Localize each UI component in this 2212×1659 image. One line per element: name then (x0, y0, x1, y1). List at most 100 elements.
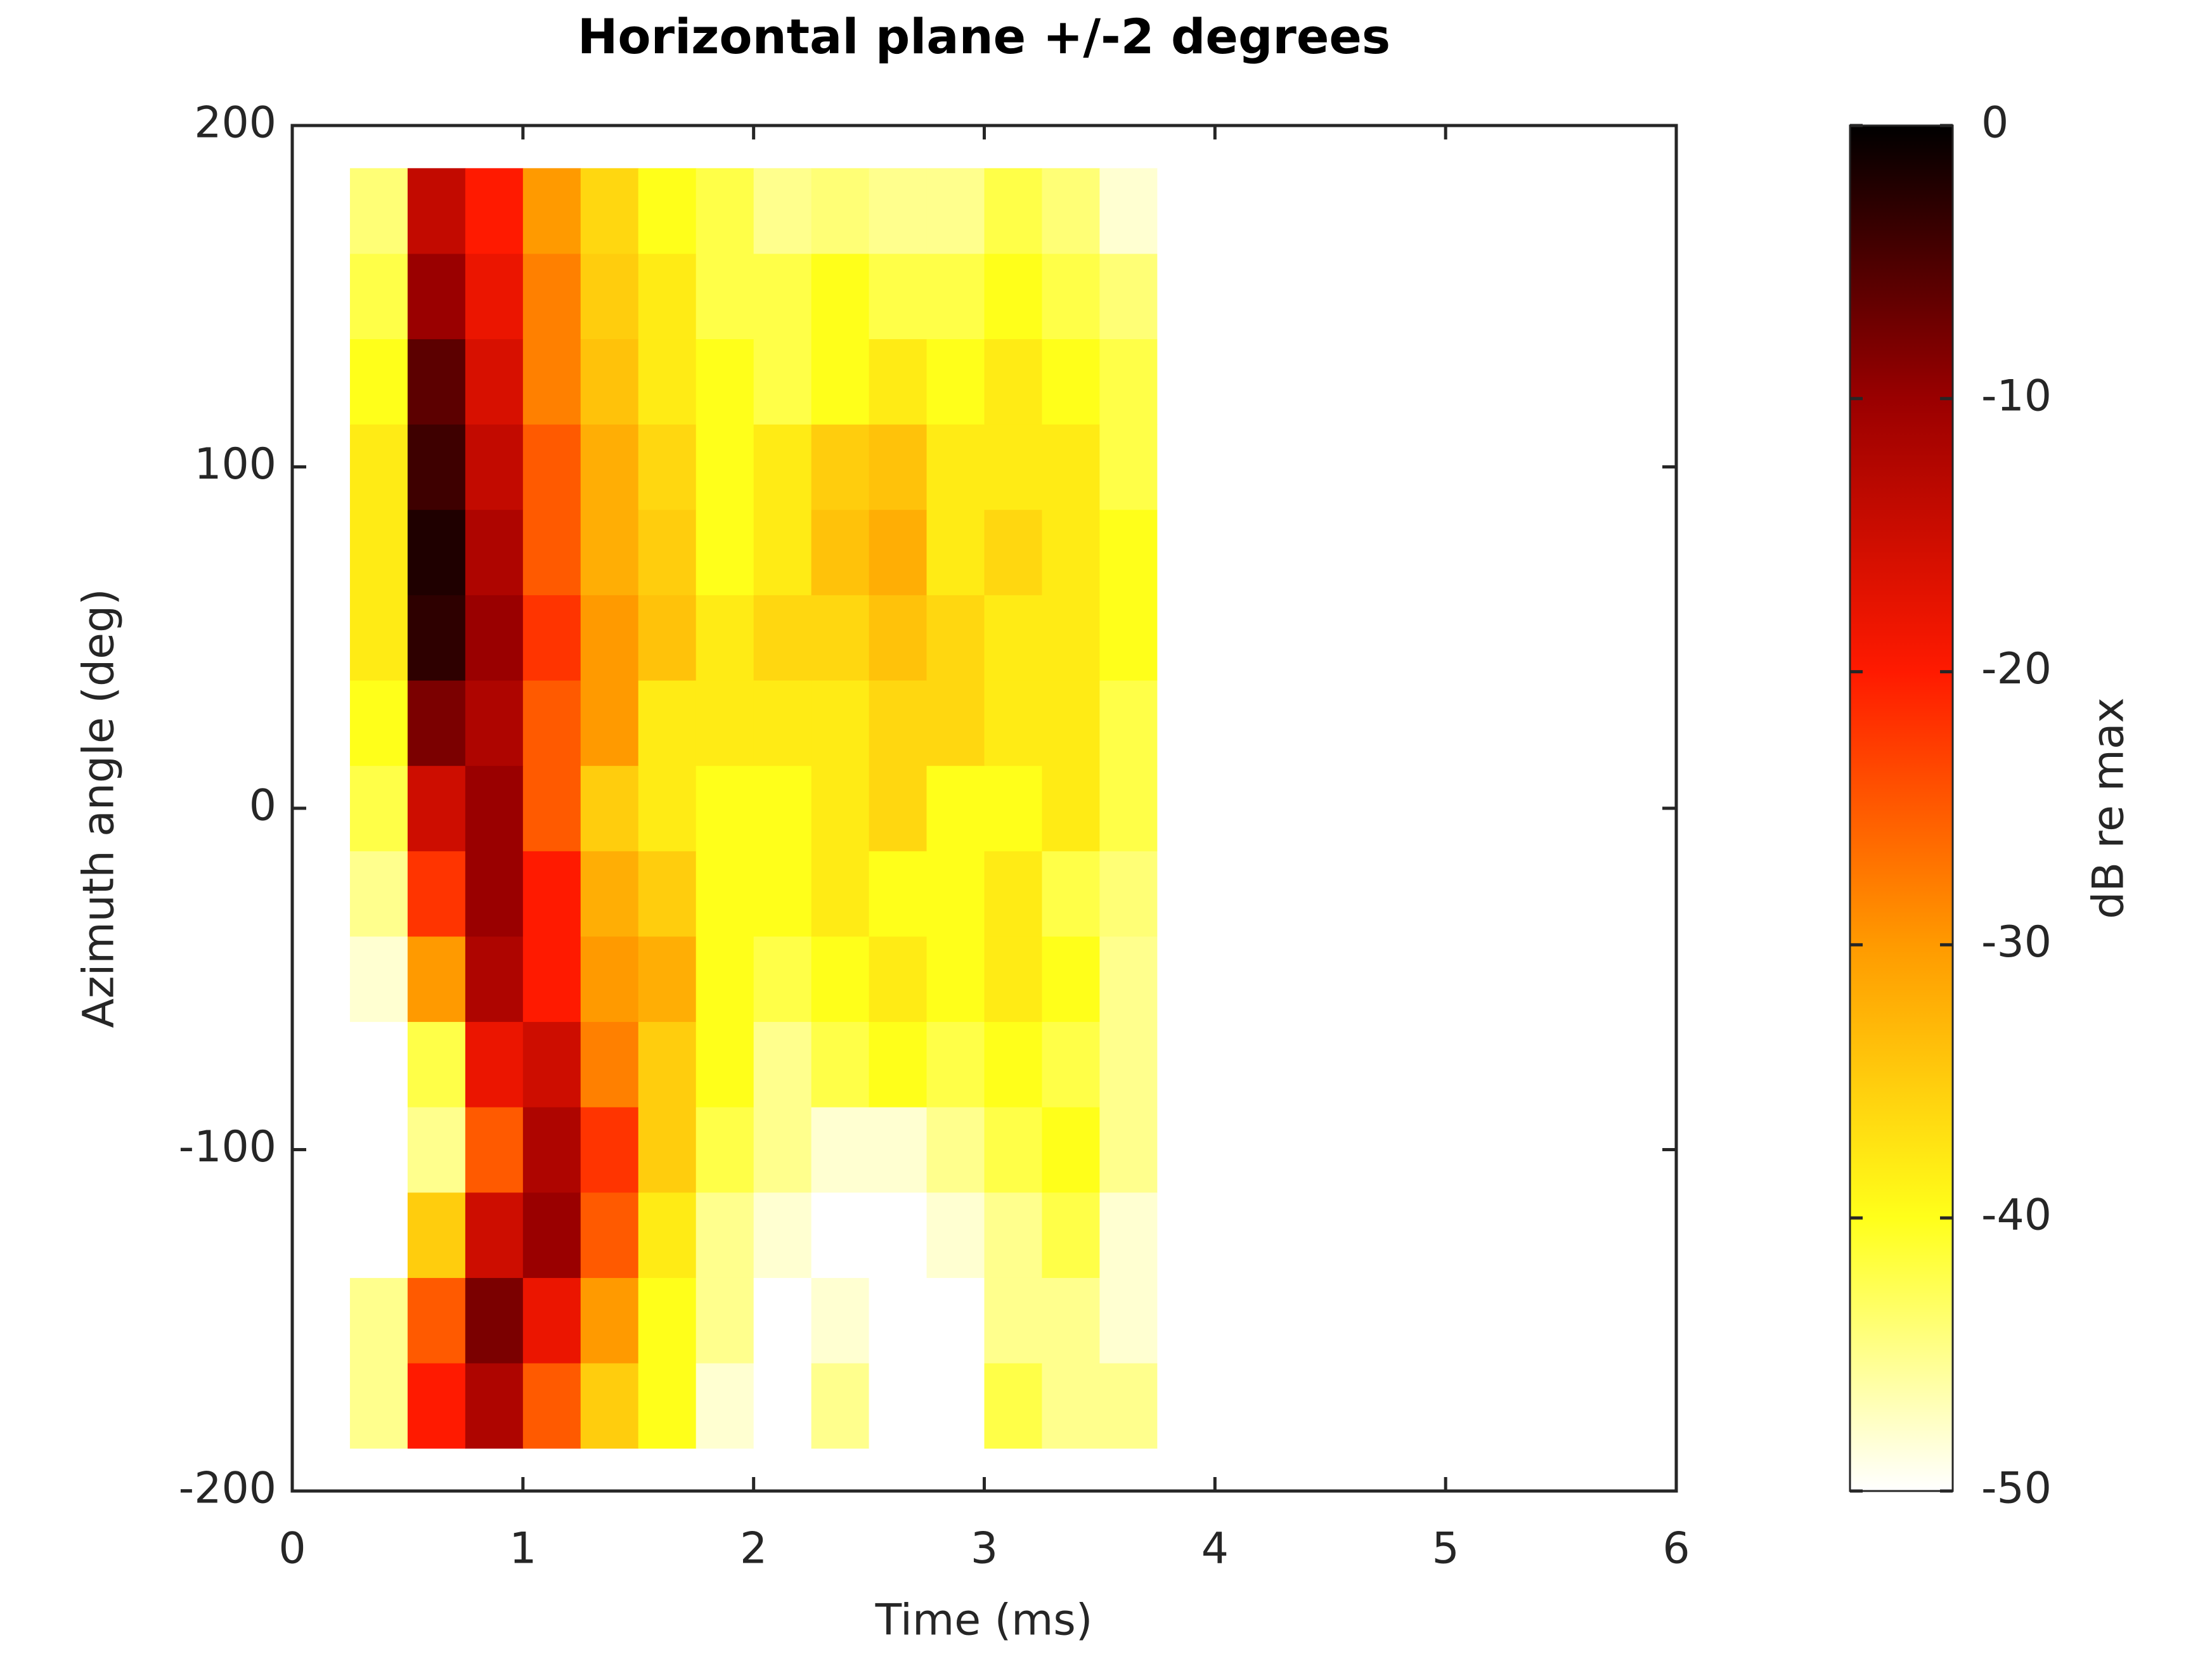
heatmap-cell (580, 253, 639, 340)
heatmap-cell (926, 1021, 985, 1107)
heatmap-cell (349, 1363, 408, 1449)
heatmap-cell (695, 765, 754, 851)
heatmap-cell (695, 168, 754, 254)
heatmap-cell (580, 765, 639, 851)
heatmap-cell (1099, 168, 1158, 254)
heatmap-cell (1157, 1363, 1215, 1449)
x-tick-label: 4 (1201, 1524, 1229, 1574)
heatmap-cell (292, 253, 351, 340)
heatmap-cell (926, 168, 985, 254)
heatmap-cell (638, 765, 697, 851)
heatmap-cell (1042, 509, 1100, 595)
heatmap-cell (695, 851, 754, 937)
heatmap-cell (465, 1363, 524, 1449)
heatmap-cell (811, 1192, 870, 1278)
heatmap-cell (407, 1107, 466, 1193)
heatmap-cell (407, 1363, 466, 1449)
x-tick-label: 3 (971, 1524, 998, 1574)
heatmap-cell (811, 680, 870, 766)
heatmap-cell (407, 253, 466, 340)
heatmap-cell (1042, 1363, 1100, 1449)
colorbar-tick-label: -40 (1981, 1191, 2052, 1241)
heatmap-cell (926, 1277, 985, 1364)
heatmap-cell (522, 851, 581, 937)
heatmap-cell (1157, 253, 1215, 340)
heatmap-cell (522, 936, 581, 1023)
heatmap-cell (1099, 851, 1158, 937)
heatmap-cell (1157, 1277, 1215, 1364)
x-tick-label: 5 (1432, 1524, 1459, 1574)
heatmap-cell (1099, 1277, 1158, 1364)
y-tick-label: 200 (194, 98, 276, 148)
heatmap-cell (522, 1192, 581, 1278)
heatmap-cell (465, 253, 524, 340)
heatmap-cell (522, 765, 581, 851)
heatmap-cell (869, 424, 928, 510)
heatmap-cell (1157, 339, 1215, 425)
heatmap-cell (811, 1277, 870, 1364)
heatmap-cell (926, 851, 985, 937)
heatmap-cell (522, 1277, 581, 1364)
heatmap-cell (349, 1107, 408, 1193)
heatmap-cell (753, 936, 812, 1023)
heatmap-cell (580, 1192, 639, 1278)
heatmap-cell (522, 1107, 581, 1193)
heatmap-cell (580, 1277, 639, 1364)
heatmap-cell (407, 595, 466, 681)
heatmap-cell (695, 680, 754, 766)
heatmap-cell (926, 339, 985, 425)
heatmap-cell (465, 851, 524, 937)
heatmap-cell (1157, 851, 1215, 937)
heatmap-cell (349, 509, 408, 595)
heatmap-cell (292, 1021, 351, 1107)
heatmap-cell (869, 765, 928, 851)
heatmap-cell (1099, 1192, 1158, 1278)
heatmap-cell (407, 680, 466, 766)
heatmap-cell (984, 253, 1042, 340)
heatmap-cell (984, 1107, 1042, 1193)
heatmap-cell (580, 936, 639, 1023)
heatmap-cell (869, 339, 928, 425)
heatmap-cell (638, 509, 697, 595)
heatmap-cell (753, 1107, 812, 1193)
colorbar-tick-label: -30 (1981, 917, 2052, 967)
heatmap-cell (1042, 936, 1100, 1023)
heatmap-cell (349, 595, 408, 681)
heatmap-cell (869, 1363, 928, 1449)
heatmap-cell (638, 1363, 697, 1449)
heatmap-cell (1099, 765, 1158, 851)
heatmap-cell (1099, 1107, 1158, 1193)
heatmap-cell (522, 1021, 581, 1107)
heatmap-cell (753, 595, 812, 681)
heatmap-cell (638, 936, 697, 1023)
heatmap-cell (638, 424, 697, 510)
heatmap-cell (349, 424, 408, 510)
heatmap-cell (292, 680, 351, 766)
heatmap-cell (984, 1277, 1042, 1364)
heatmap-cell (407, 1277, 466, 1364)
heatmap-cell (407, 1192, 466, 1278)
chart-title: Horizontal plane +/-2 degrees (578, 8, 1390, 65)
colorbar (1849, 124, 1954, 1492)
heatmap-cell (407, 936, 466, 1023)
heatmap-cell (349, 1021, 408, 1107)
heatmap-cell (638, 168, 697, 254)
heatmap-cell (1042, 680, 1100, 766)
heatmap-cell (349, 1192, 408, 1278)
heatmap-cell (1099, 936, 1158, 1023)
heatmap-cell (869, 168, 928, 254)
heatmap-cell (1099, 1363, 1158, 1449)
heatmap-cell (984, 680, 1042, 766)
heatmap-cell (292, 595, 351, 681)
heatmap-cell (984, 339, 1042, 425)
heatmap-cell (984, 509, 1042, 595)
heatmap-cell (869, 595, 928, 681)
heatmap-cell (926, 680, 985, 766)
heatmap-cell (1099, 339, 1158, 425)
heatmap-cell (407, 509, 466, 595)
heatmap-cell (1099, 424, 1158, 510)
heatmap-cell (292, 1192, 351, 1278)
colorbar-tick-label: -50 (1981, 1464, 2052, 1514)
heatmap-cell (522, 424, 581, 510)
heatmap-cell (580, 339, 639, 425)
